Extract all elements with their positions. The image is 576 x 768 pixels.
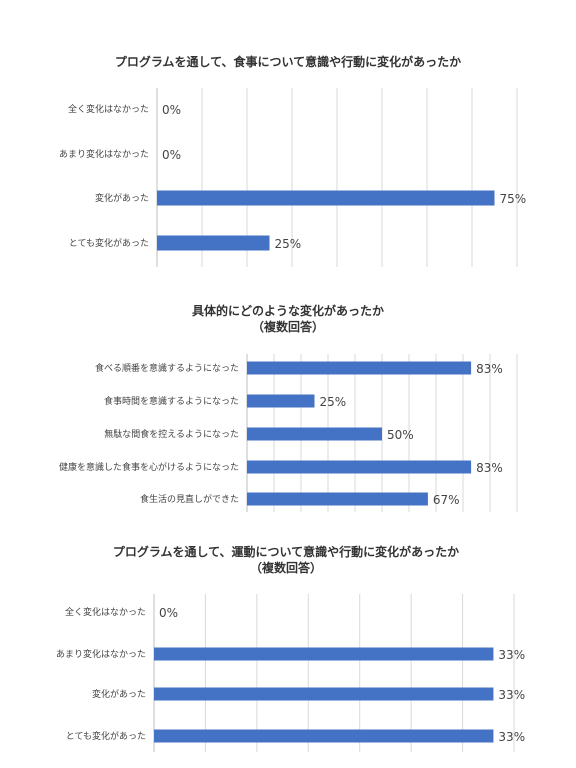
bar [154,647,494,661]
bar [154,729,494,743]
data-label: 83% [476,461,503,475]
data-label: 75% [500,192,527,206]
data-label: 0% [159,606,178,620]
chart-title: （複数回答） [252,319,324,334]
data-label: 67% [433,493,460,507]
category-label: 食べる順番を意識するようになった [95,362,239,374]
bar [247,492,428,506]
bar [247,361,472,375]
data-label: 25% [320,395,347,409]
exercise-change-chart: プログラムを通して、運動について意識や行動に変化があったか（複数回答） 全く変化は… [56,544,525,752]
bar [157,235,270,251]
chart-title: 具体的にどのような変化があったか [192,303,384,318]
category-label: とても変化があった [66,730,146,742]
data-label: 33% [498,648,525,662]
data-label: 83% [476,362,503,376]
data-label: 0% [162,148,181,162]
category-label: 食生活の見直しができた [140,493,239,505]
specific-change-chart: 具体的にどのような変化があったか（複数回答） 食べる順番を意識するようになった 83… [59,303,518,512]
category-label: 無駄な間食を控えるようになった [104,428,239,440]
category-label: あまり変化はなかった [56,648,146,660]
category-label: 食事時間を意識するようになった [104,395,239,407]
data-label: 0% [162,103,181,117]
data-label: 25% [275,237,302,251]
category-label: 変化があった [92,688,146,700]
category-label: とても変化があった [69,237,149,249]
bar [247,460,472,474]
bar [157,190,495,206]
chart-title: （複数回答） [250,560,322,575]
bar [247,427,382,441]
chart-title: プログラムを通して、運動について意識や行動に変化があったか [113,544,459,559]
chart-title: プログラムを通して、食事について意識や行動に変化があったか [115,54,461,69]
category-label: 全く変化はなかった [68,103,149,115]
category-label: 全く変化はなかった [65,606,146,618]
category-label: 健康を意識した食事を心がけるようになった [59,461,239,473]
data-label: 50% [387,428,414,442]
bar [154,687,494,701]
category-label: 変化があった [95,192,149,204]
bar [247,394,315,408]
category-label: あまり変化はなかった [59,148,149,160]
data-label: 33% [498,688,525,702]
data-label: 33% [498,730,525,744]
